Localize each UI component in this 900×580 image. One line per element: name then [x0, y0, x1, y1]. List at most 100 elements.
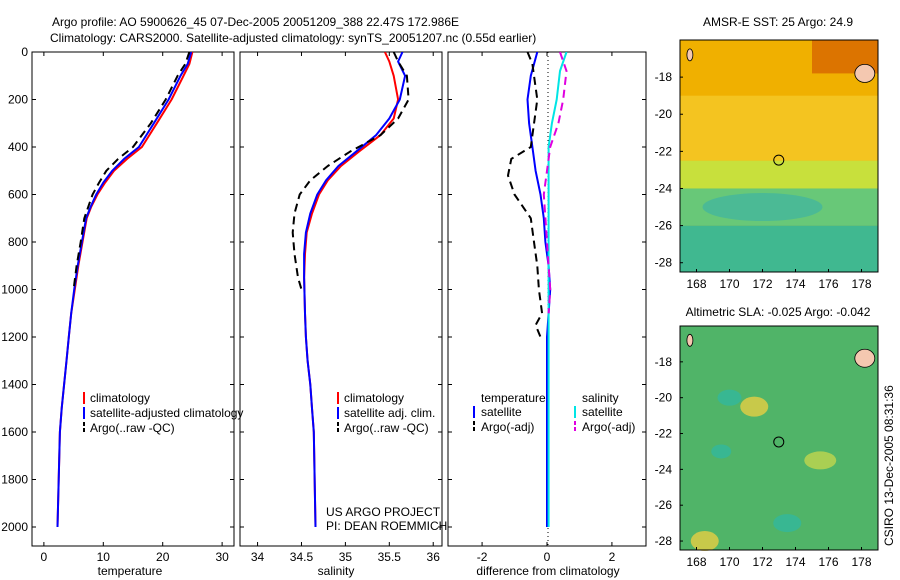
map-zone	[680, 326, 878, 550]
series-satellite-adj-clim--line	[303, 52, 407, 528]
island-vanuatu	[686, 48, 694, 62]
series-temperature-satellite-line	[526, 52, 552, 527]
figure-title-line2: Climatology: CARS2000. Satellite-adjuste…	[50, 31, 536, 45]
difference-axis-ticks: -2 0 2	[448, 51, 646, 564]
series-salinity-satellite-line	[547, 52, 568, 527]
difference-legend: temperature satellite Argo(-adj) salinit…	[473, 391, 635, 434]
cool-region	[702, 193, 823, 222]
series-temperature-argo-adj--line	[507, 52, 544, 338]
series-satellite-adjusted-climatology-line	[56, 52, 193, 528]
map-x-tick-label: 168	[686, 277, 706, 291]
salinity-axis-ticks: 34 34.5 35 35.5 36	[240, 51, 442, 564]
legend-title-temperature: temperature	[481, 391, 546, 405]
x-tick-label: 10	[97, 550, 111, 564]
salinity-panel-frame	[239, 51, 443, 547]
argo-position-marker	[773, 154, 785, 166]
csiro-timestamp: CSIRO 13-Dec-2005 08:31:36	[882, 385, 896, 546]
difference-series	[507, 52, 568, 527]
anomaly-region	[804, 451, 837, 470]
y-tick-label: 200	[8, 93, 28, 107]
map-x-tick-label: 176	[818, 555, 838, 569]
series-climatology-line	[56, 52, 194, 528]
y-tick-label: 1800	[1, 473, 28, 487]
series-climatology-line	[303, 52, 400, 528]
y-tick-label: 1400	[1, 378, 28, 392]
x-tick-label: 36	[427, 550, 441, 564]
island-vanuatu	[686, 333, 694, 347]
x-tick-label: 30	[215, 550, 229, 564]
y-tick-label: 1200	[1, 330, 28, 344]
salinity-legend: climatology satellite adj. clim. Argo(..…	[337, 391, 435, 435]
map-y-tick-label: -24	[655, 462, 673, 476]
sla-map: 168 170 172 174 176 178 -18 -20 -22 -24 -26 -28	[655, 325, 879, 569]
anomaly-region	[717, 389, 742, 406]
legend-label-sal-satellite: satellite	[582, 405, 623, 419]
salinity-xlabel: salinity	[318, 564, 355, 578]
legend-label-climatology: climatology	[90, 391, 150, 405]
x-tick-label: 20	[156, 550, 170, 564]
x-tick-label: 0	[544, 550, 551, 564]
island-fiji	[854, 64, 876, 83]
y-tick-label: 2000	[1, 520, 28, 534]
anomaly-region	[740, 396, 769, 417]
pi-label: PI: DEAN ROEMMICH	[326, 519, 447, 533]
map-y-tick-label: -18	[655, 355, 673, 369]
island-fiji	[854, 348, 876, 368]
x-tick-label: 35.5	[378, 550, 402, 564]
map-x-tick-label: 172	[752, 277, 772, 291]
map-frame	[679, 39, 879, 273]
legend-label-argo: Argo(..raw -QC)	[90, 421, 175, 435]
argo-position-marker	[773, 436, 785, 448]
x-tick-label: 34.5	[290, 550, 314, 564]
map-x-tick-label: 176	[818, 277, 838, 291]
map-x-tick-label: 178	[851, 555, 871, 569]
map-y-tick-label: -22	[655, 144, 673, 158]
map-x-tick-label: 172	[752, 555, 772, 569]
temperature-xlabel: temperature	[98, 564, 163, 578]
temperature-axis-ticks: 0 10 20 30 0 200 400 600 800 1000 1200 1400 1600 1800…	[1, 45, 234, 564]
series-argo-raw-qc--line	[291, 52, 410, 290]
map-x-tick-label: 174	[785, 555, 805, 569]
map-y-tick-label: -26	[655, 219, 673, 233]
legend-label-temp-satellite: satellite	[481, 405, 522, 419]
map-y-tick-label: -24	[655, 181, 673, 195]
y-tick-label: 1600	[1, 425, 28, 439]
legend-label-satellite: satellite adj. clim.	[344, 406, 435, 420]
map-x-tick-label: 174	[785, 277, 805, 291]
map-zone	[680, 95, 878, 161]
sla-map-title: Altimetric SLA: -0.025 Argo: -0.042	[686, 305, 871, 319]
x-tick-label: 2	[609, 550, 616, 564]
map-y-tick-label: -28	[655, 534, 673, 548]
legend-label-temp-argo: Argo(-adj)	[481, 420, 534, 434]
difference-xlabel: difference from climatology	[476, 564, 619, 578]
series-salinity-argo-adj--line	[542, 52, 568, 314]
anomaly-region	[690, 531, 719, 552]
x-tick-label: -2	[477, 550, 488, 564]
map-x-tick-label: 168	[686, 555, 706, 569]
map-frame	[679, 325, 879, 551]
salinity-series	[291, 52, 410, 528]
y-tick-label: 1000	[1, 283, 28, 297]
legend-title-salinity: salinity	[582, 391, 619, 405]
y-tick-label: 600	[8, 188, 28, 202]
map-x-tick-label: 170	[719, 277, 739, 291]
legend-label-satellite: satellite-adjusted climatology	[90, 406, 243, 420]
map-y-tick-label: -22	[655, 427, 673, 441]
y-tick-label: 800	[8, 235, 28, 249]
map-y-tick-label: -26	[655, 498, 673, 512]
legend-label-climatology: climatology	[344, 391, 404, 405]
map-x-tick-label: 170	[719, 555, 739, 569]
temperature-series	[56, 52, 194, 528]
x-tick-label: 34	[251, 550, 265, 564]
legend-label-sal-argo: Argo(-adj)	[582, 420, 635, 434]
temperature-panel-frame	[31, 51, 235, 547]
anomaly-region	[711, 444, 732, 459]
x-tick-label: 35	[339, 550, 353, 564]
sst-map-title: AMSR-E SST: 25 Argo: 24.9	[703, 15, 853, 29]
map-y-tick-label: -28	[655, 256, 673, 270]
y-tick-label: 0	[21, 45, 28, 59]
series-argo-raw-qc--line	[72, 52, 191, 290]
legend-label-argo: Argo(..raw -QC)	[344, 421, 429, 435]
sst-map: 168 170 172 174 176 178 -18 -20 -22 -24 -26 -28	[655, 39, 879, 291]
